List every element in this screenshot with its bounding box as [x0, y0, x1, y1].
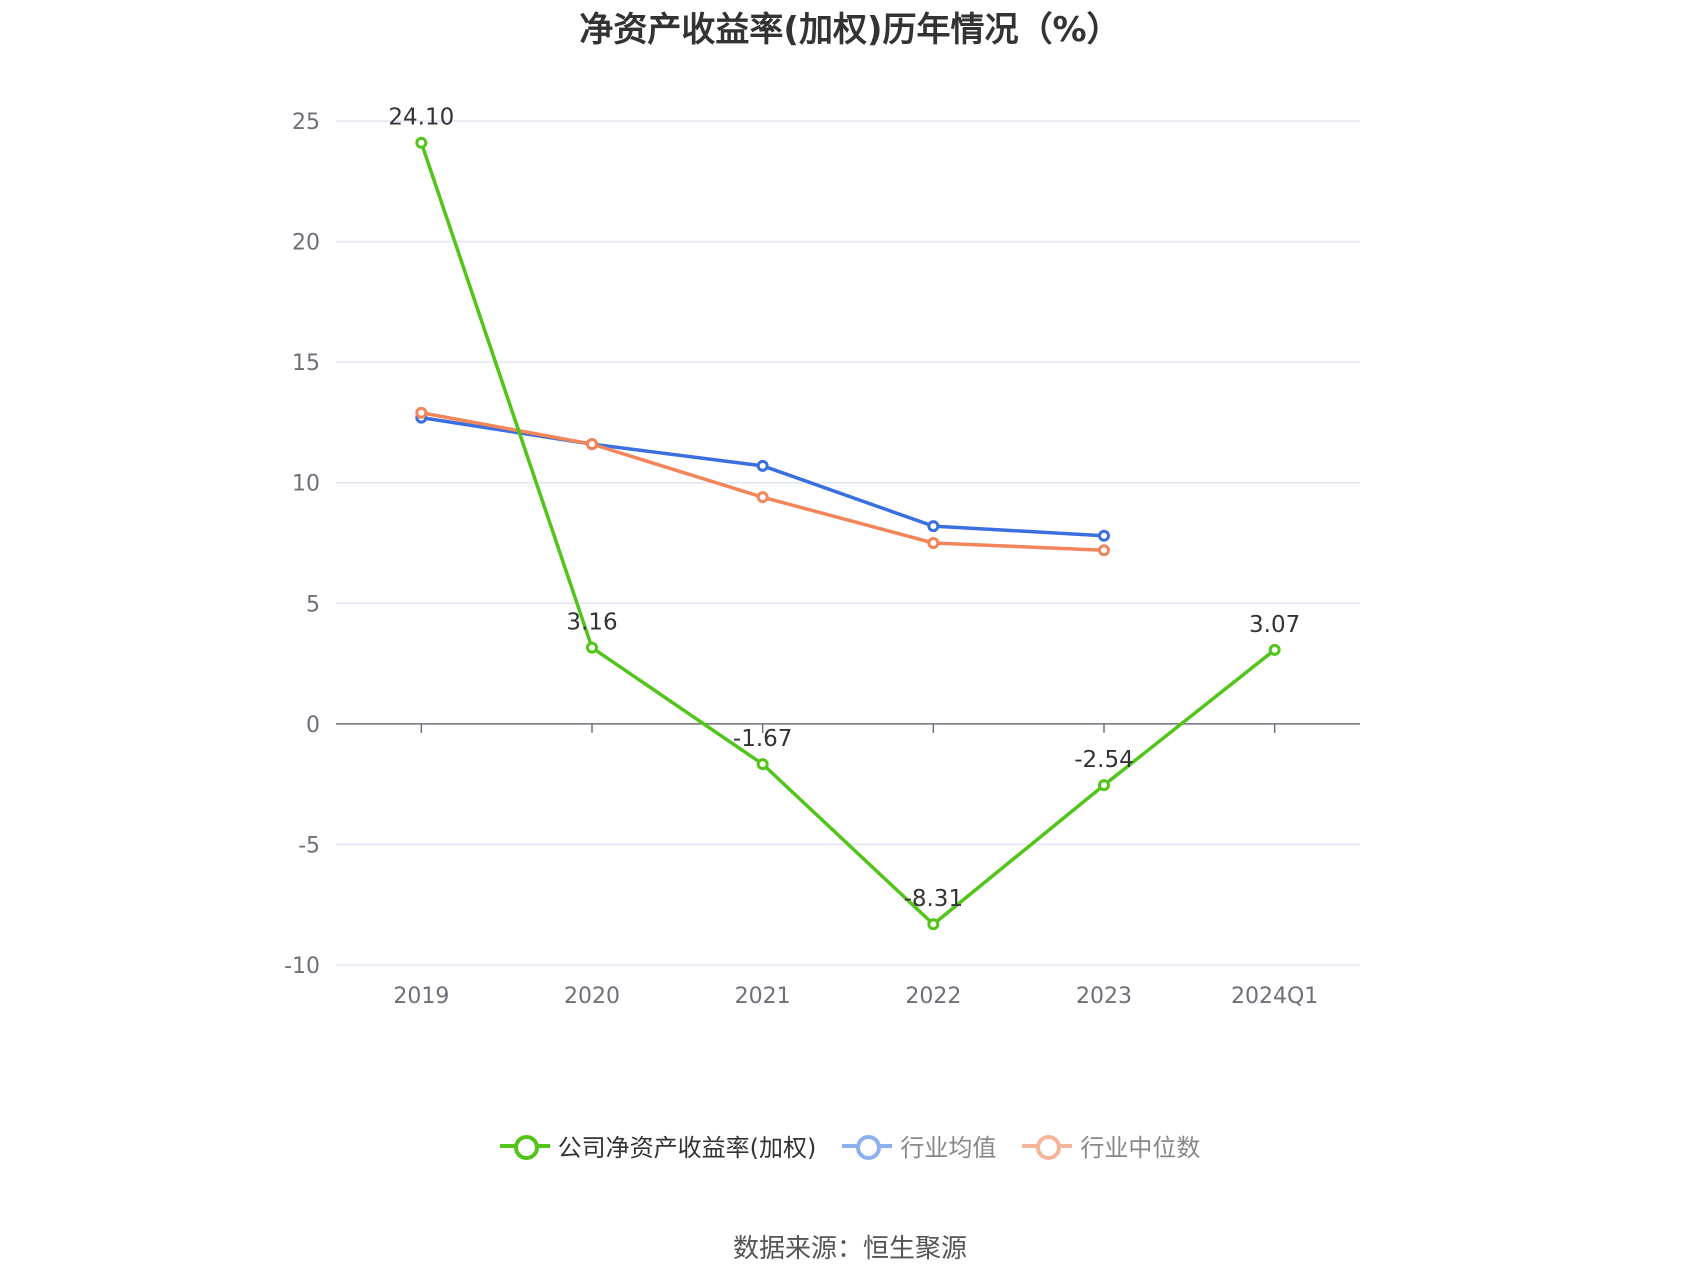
axis-layer: 25 20 15 10 5 0 -5 -10 2019 2020 2021 2022 2023 2024Q… [284, 110, 1360, 1009]
legend-label: 行业中位数 [1080, 1134, 1201, 1162]
y-tick-label: -5 [298, 833, 320, 858]
x-tick-label: 2019 [393, 984, 449, 1009]
y-tick-label: -10 [284, 954, 320, 979]
legend: 公司净资产收益率(加权) 行业均值 行业中位数 [0, 1128, 1700, 1163]
legend-label: 行业均值 [900, 1134, 997, 1162]
data-point [927, 520, 940, 533]
legend-item-industry-mean[interactable]: 行业均值 [842, 1128, 996, 1163]
legend-ring [1036, 1134, 1062, 1160]
series-line [419, 142, 1276, 926]
y-tick-label: 0 [306, 713, 320, 738]
data-point [756, 459, 769, 472]
grid-layer [336, 120, 1360, 966]
x-tick-label: 2022 [905, 984, 961, 1009]
series-line [421, 415, 1105, 538]
data-point [927, 537, 940, 549]
data-point [1268, 643, 1281, 656]
x-tick-label: 2020 [564, 984, 620, 1009]
legend-item-industry-median[interactable]: 行业中位数 [1022, 1128, 1200, 1163]
y-tick-label: 5 [306, 592, 320, 617]
y-tick-label: 10 [292, 472, 320, 497]
data-point [586, 438, 598, 451]
x-tick-label: 2024Q1 [1231, 984, 1318, 1009]
y-tick-label: 25 [292, 110, 320, 135]
data-point [1098, 544, 1110, 557]
data-source: 数据来源：恒生聚源 [732, 1234, 967, 1264]
chart-title: 净资产收益率(加权)历年情况（%） [579, 10, 1121, 50]
legend-label: 公司净资产收益率(加权) [557, 1134, 817, 1162]
legend-swatch-icon [499, 1134, 550, 1160]
data-label: 3.16 [566, 610, 617, 636]
x-tick-label: 2023 [1076, 984, 1132, 1009]
legend-swatch-icon [1022, 1134, 1073, 1160]
y-tick-label: 20 [292, 231, 320, 256]
legend-item-company[interactable]: 公司净资产收益率(加权) [499, 1128, 817, 1163]
data-label: 3.07 [1249, 612, 1300, 638]
data-label: -1.67 [733, 726, 793, 752]
data-point [415, 406, 428, 419]
data-label: -2.54 [1074, 747, 1134, 773]
data-point [927, 918, 940, 931]
data-point [586, 641, 598, 654]
data-label: -8.31 [904, 886, 964, 912]
data-label: 24.10 [388, 105, 454, 131]
data-point [756, 491, 769, 504]
y-tick-label: 15 [292, 351, 320, 376]
series-layer [415, 136, 1281, 931]
data-point [1098, 779, 1110, 792]
x-tick-label: 2021 [735, 984, 791, 1009]
data-point [756, 758, 769, 771]
legend-swatch-icon [842, 1134, 893, 1160]
data-point [415, 136, 428, 149]
legend-ring [856, 1134, 882, 1160]
legend-ring [513, 1134, 539, 1160]
data-point [1098, 529, 1110, 542]
label-layer: 24.10 3.16 -1.67 -8.31 -2.54 3.07 [388, 105, 1300, 913]
